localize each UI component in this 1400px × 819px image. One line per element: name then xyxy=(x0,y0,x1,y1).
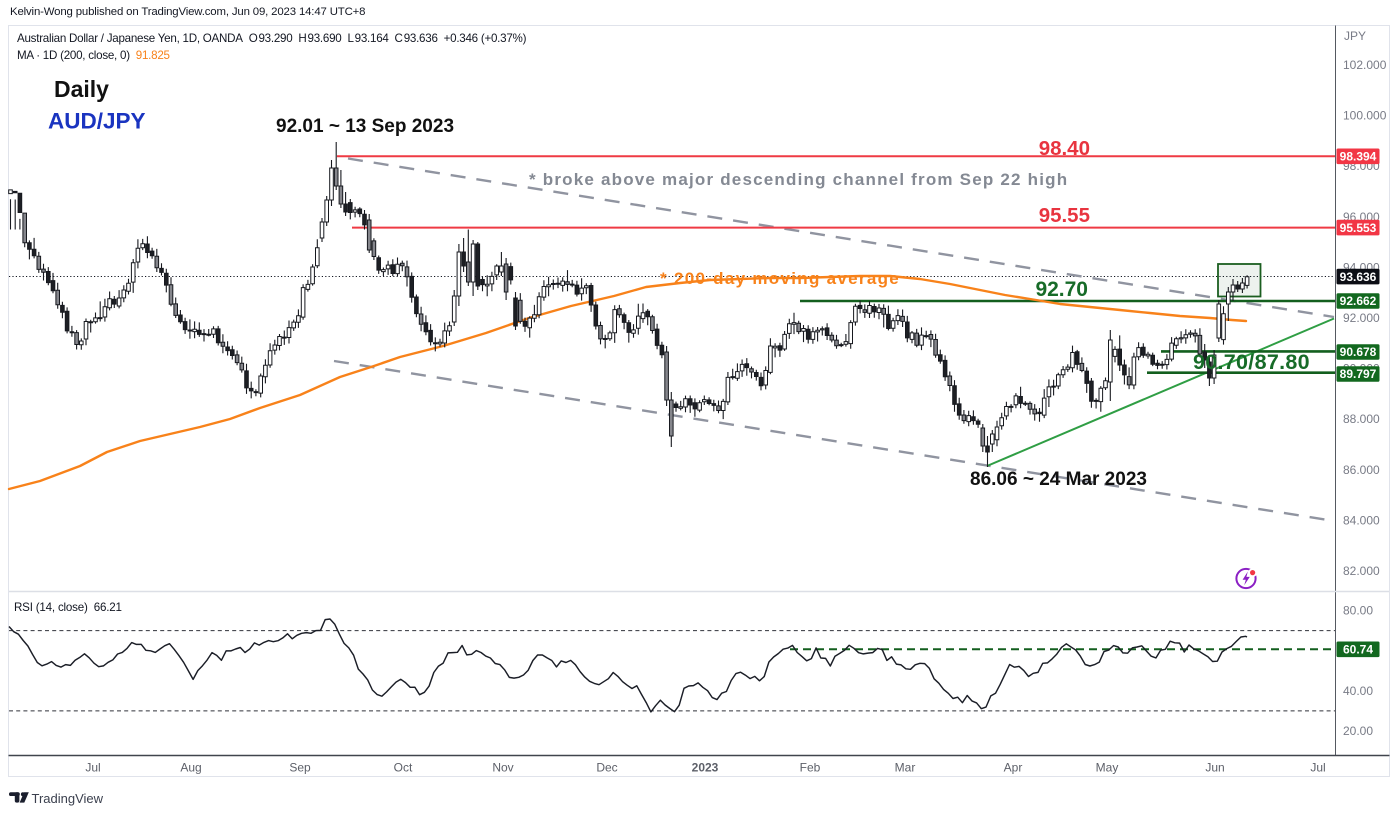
svg-text:Daily: Daily xyxy=(54,76,109,102)
svg-text:MA · 1D (200, close, 0) 91.82: MA · 1D (200, close, 0) 91.825 xyxy=(17,49,170,62)
svg-text:80.00: 80.00 xyxy=(1343,604,1373,618)
svg-text:Sep: Sep xyxy=(289,761,311,775)
svg-text:92.01 ~ 13 Sep 2023: 92.01 ~ 13 Sep 2023 xyxy=(276,116,454,137)
svg-text:Jun: Jun xyxy=(1205,761,1224,775)
svg-text:98.394: 98.394 xyxy=(1340,150,1377,164)
svg-text:88.000: 88.000 xyxy=(1343,412,1380,426)
svg-text:102.000: 102.000 xyxy=(1343,58,1387,72)
svg-text:90.678: 90.678 xyxy=(1340,345,1377,359)
svg-text:93.636: 93.636 xyxy=(1340,270,1377,284)
svg-text:92.662: 92.662 xyxy=(1340,294,1377,308)
svg-text:92.000: 92.000 xyxy=(1343,311,1380,325)
svg-text:2023: 2023 xyxy=(692,761,719,775)
svg-text:AUD/JPY: AUD/JPY xyxy=(48,109,146,134)
svg-text:RSI (14, close) 66.21: RSI (14, close) 66.21 xyxy=(14,601,122,614)
svg-text:100.000: 100.000 xyxy=(1343,109,1387,123)
svg-text:Nov: Nov xyxy=(492,761,513,775)
svg-text:Jul: Jul xyxy=(85,761,100,775)
svg-text:Apr: Apr xyxy=(1004,761,1023,775)
svg-text:Australian Dollar / Japanese Y: Australian Dollar / Japanese Yen, 1D, OA… xyxy=(17,32,527,45)
svg-text:Aug: Aug xyxy=(180,761,201,775)
svg-text:95.553: 95.553 xyxy=(1340,221,1377,235)
svg-text:May: May xyxy=(1096,761,1119,775)
svg-text:86.000: 86.000 xyxy=(1343,463,1380,477)
svg-text:86.06 ~ 24 Mar 2023: 86.06 ~ 24 Mar 2023 xyxy=(970,469,1147,490)
svg-text:* 200-day moving average: * 200-day moving average xyxy=(660,269,900,288)
svg-text:92.70: 92.70 xyxy=(1035,278,1088,301)
svg-text:* broke above major descending: * broke above major descending channel f… xyxy=(529,170,1068,189)
svg-text:84.000: 84.000 xyxy=(1343,513,1380,527)
svg-text:89.797: 89.797 xyxy=(1340,367,1377,381)
svg-text:Jul: Jul xyxy=(1310,761,1325,775)
svg-text:20.00: 20.00 xyxy=(1343,724,1373,738)
svg-text:40.00: 40.00 xyxy=(1343,684,1373,698)
svg-text:95.55: 95.55 xyxy=(1039,204,1090,227)
svg-text:TradingView: TradingView xyxy=(32,791,104,806)
svg-text:82.000: 82.000 xyxy=(1343,564,1380,578)
svg-text:Oct: Oct xyxy=(394,761,413,775)
svg-text:90.70/87.80: 90.70/87.80 xyxy=(1193,350,1310,374)
svg-text:98.40: 98.40 xyxy=(1039,137,1090,160)
svg-text:Mar: Mar xyxy=(895,761,916,775)
svg-text:60.74: 60.74 xyxy=(1343,643,1373,657)
svg-text:JPY: JPY xyxy=(1344,29,1366,43)
svg-text:Feb: Feb xyxy=(800,761,821,775)
svg-text:Dec: Dec xyxy=(596,761,617,775)
